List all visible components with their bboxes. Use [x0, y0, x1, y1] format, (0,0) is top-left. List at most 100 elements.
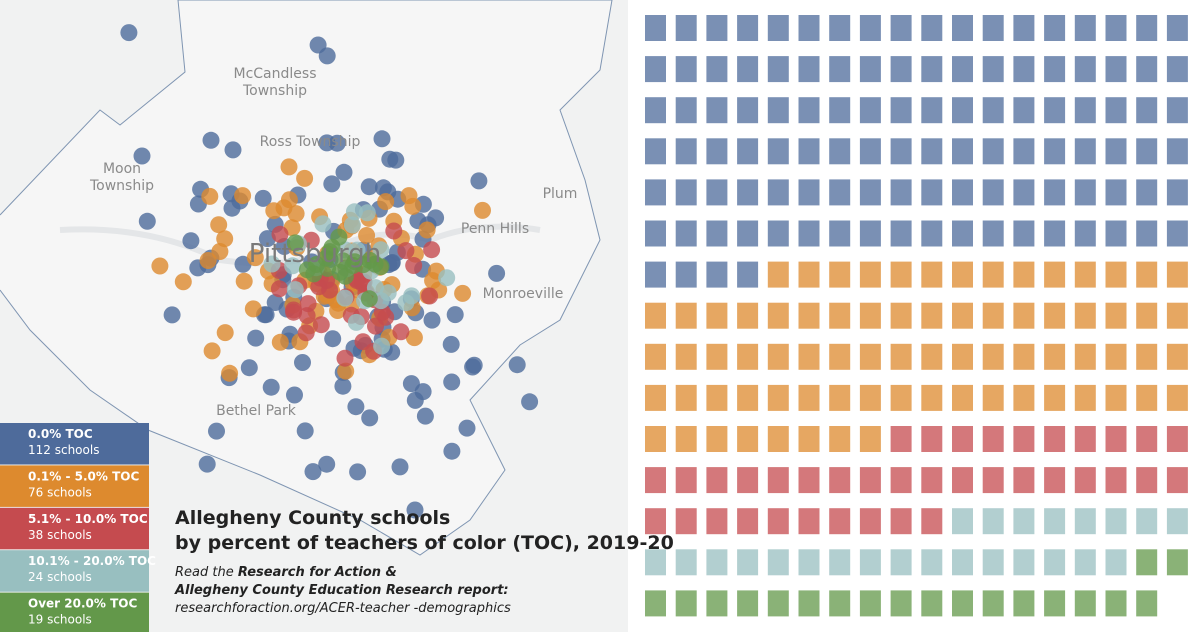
waffle-square [1105, 15, 1127, 41]
waffle-square [767, 97, 789, 124]
waffle-square [706, 302, 728, 329]
waffle-square [982, 508, 1004, 535]
waffle-square [1136, 426, 1158, 452]
waffle-square [829, 508, 851, 535]
waffle-square [706, 15, 728, 41]
school-dot [297, 324, 315, 342]
school-dot [305, 265, 323, 283]
waffle-square [1013, 138, 1035, 165]
waffle-square [737, 56, 759, 83]
school-dot [296, 169, 314, 187]
waffle-square [859, 179, 881, 206]
note-link[interactable]: researchforaction.org/ACER-teacher -demo… [175, 601, 511, 616]
school-dot [287, 205, 305, 223]
school-dot [208, 422, 225, 440]
waffle-square [1013, 220, 1035, 247]
waffle-square [1105, 426, 1127, 452]
waffle-square [645, 549, 666, 576]
legend-label: 0.0% TOC [28, 427, 93, 441]
legend-count: 38 schools [28, 528, 92, 542]
waffle-square [798, 261, 820, 288]
place-label: McCandless [234, 66, 317, 82]
waffle-square [859, 15, 881, 41]
school-dot [360, 290, 378, 308]
waffle-square [859, 261, 881, 288]
waffle-square [829, 220, 851, 247]
waffle-square [675, 384, 697, 411]
waffle-square [767, 15, 789, 41]
waffle-square [706, 343, 728, 370]
waffle-square [675, 179, 697, 206]
waffle-square [921, 220, 943, 247]
school-dot [360, 178, 378, 196]
waffle-square [706, 261, 728, 288]
waffle-square [921, 508, 943, 535]
waffle-square [1136, 549, 1158, 576]
waffle-square [645, 56, 666, 83]
school-dot [373, 130, 391, 148]
school-dot [133, 147, 151, 165]
waffle-square [737, 426, 759, 452]
waffle-square [767, 56, 789, 83]
legend-label: Over 20.0% TOC [28, 597, 137, 611]
school-dot [216, 324, 234, 342]
waffle-square [767, 508, 789, 535]
waffle-square [890, 549, 912, 576]
waffle-square [1166, 261, 1188, 288]
waffle-square [737, 302, 759, 329]
waffle-square [829, 56, 851, 83]
waffle-square [982, 261, 1004, 288]
waffle-square [737, 549, 759, 576]
school-dot [262, 378, 280, 396]
school-dot [163, 306, 181, 324]
school-dot [257, 306, 275, 324]
waffle-square [798, 467, 820, 494]
waffle-square [706, 179, 728, 206]
waffle-square [859, 467, 881, 494]
waffle-square [645, 261, 666, 288]
school-dot [385, 222, 403, 240]
school-dot [318, 134, 336, 152]
note: Allegheny County Education Research repo… [174, 583, 509, 598]
school-dot [203, 342, 221, 360]
waffle-square [706, 467, 728, 494]
note: Read the Research for Action & [175, 565, 397, 580]
waffle-square [1105, 384, 1127, 411]
waffle-square [1044, 97, 1066, 124]
waffle-square [767, 384, 789, 411]
school-dot [405, 329, 423, 347]
school-dot [358, 227, 376, 244]
waffle-square [952, 302, 973, 329]
school-dot [442, 335, 460, 353]
waffle-square [1136, 138, 1158, 165]
waffle-square [1074, 15, 1096, 41]
waffle-square [1044, 467, 1066, 494]
waffle-square [982, 97, 1004, 124]
waffle-square [1166, 467, 1188, 494]
waffle-square [859, 549, 881, 576]
waffle-square [675, 508, 697, 535]
waffle-square [890, 590, 912, 617]
waffle-square [1136, 384, 1158, 411]
waffle-square [1044, 384, 1066, 411]
waffle-square [921, 15, 943, 41]
waffle-square [890, 56, 912, 83]
waffle-square [798, 549, 820, 576]
waffle-square [767, 590, 789, 617]
waffle-square [829, 15, 851, 41]
school-dot [323, 175, 341, 193]
waffle-square [675, 138, 697, 165]
waffle-square [737, 508, 759, 535]
waffle-square [645, 138, 666, 165]
waffle-square [890, 467, 912, 494]
waffle-square [1074, 261, 1096, 288]
place-label: Moon [103, 161, 141, 177]
waffle-square [859, 138, 881, 165]
waffle-square [798, 590, 820, 617]
waffle-square [982, 549, 1004, 576]
waffle-square [890, 261, 912, 288]
waffle-square [1013, 56, 1035, 83]
legend-count: 24 schools [28, 570, 92, 584]
place-label: Township [89, 178, 154, 194]
